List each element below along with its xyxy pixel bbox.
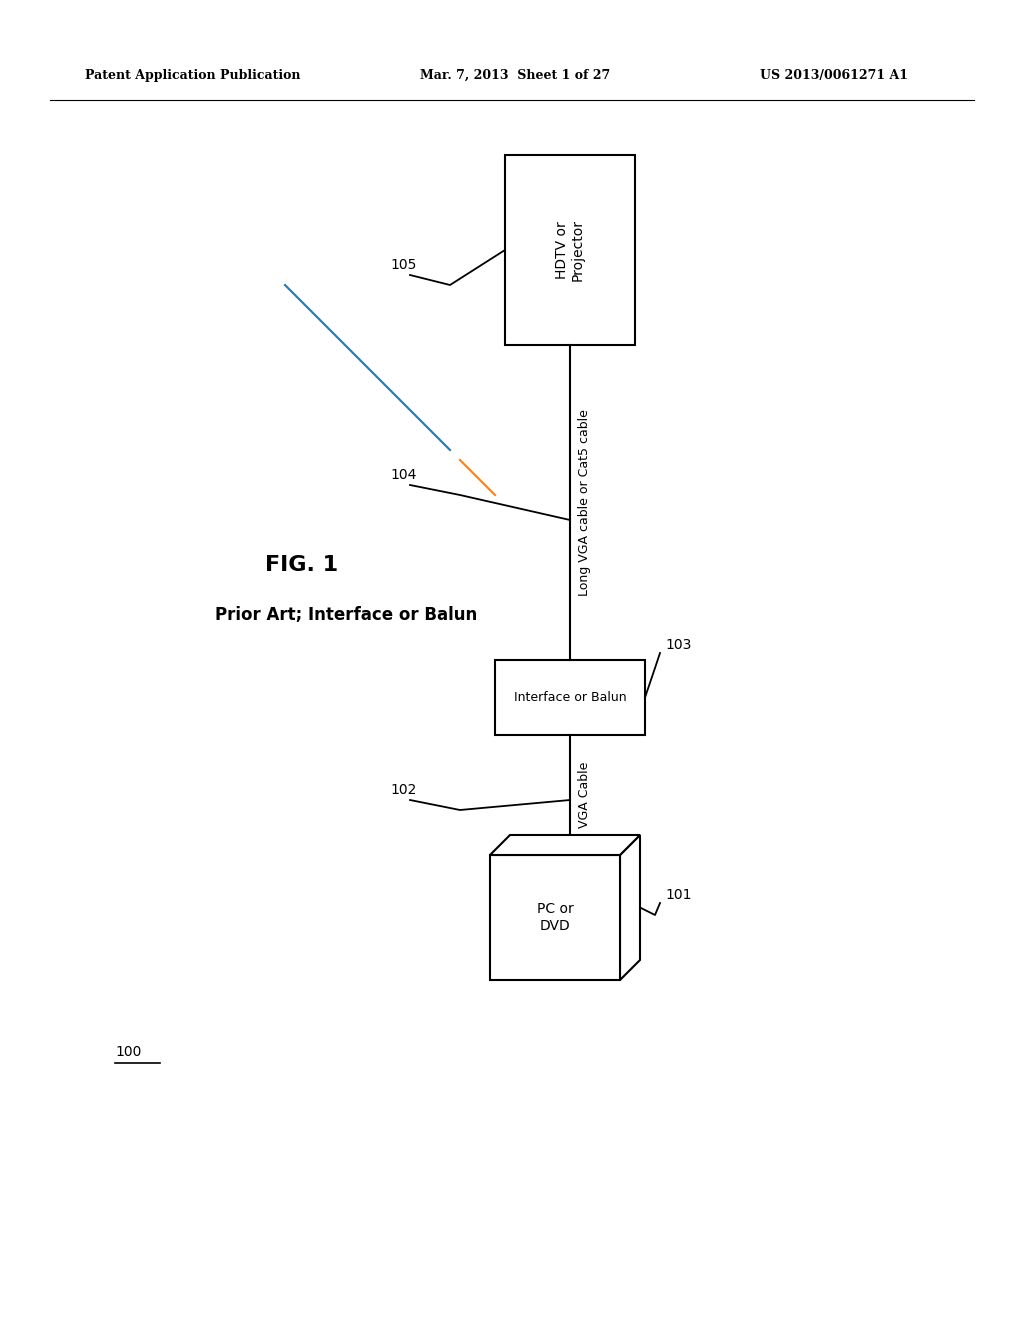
- Text: FIG. 1: FIG. 1: [265, 554, 338, 576]
- Text: 105: 105: [390, 257, 417, 272]
- Text: 102: 102: [390, 783, 417, 797]
- Polygon shape: [620, 836, 640, 979]
- Text: HDTV or
Projector: HDTV or Projector: [555, 219, 585, 281]
- Text: Mar. 7, 2013  Sheet 1 of 27: Mar. 7, 2013 Sheet 1 of 27: [420, 69, 610, 82]
- Text: Patent Application Publication: Patent Application Publication: [85, 69, 300, 82]
- Text: Long VGA cable or Cat5 cable: Long VGA cable or Cat5 cable: [578, 409, 591, 595]
- Text: PC or
DVD: PC or DVD: [537, 903, 573, 933]
- Text: VGA Cable: VGA Cable: [578, 762, 591, 828]
- Text: 101: 101: [665, 888, 691, 902]
- Text: 104: 104: [390, 469, 417, 482]
- Bar: [505, 154, 635, 345]
- Text: 100: 100: [115, 1045, 141, 1059]
- Text: 103: 103: [665, 638, 691, 652]
- Polygon shape: [490, 836, 640, 855]
- Polygon shape: [490, 855, 620, 979]
- Bar: [495, 660, 645, 735]
- Text: Prior Art; Interface or Balun: Prior Art; Interface or Balun: [215, 606, 477, 624]
- Text: US 2013/0061271 A1: US 2013/0061271 A1: [760, 69, 908, 82]
- Text: Interface or Balun: Interface or Balun: [514, 690, 627, 704]
